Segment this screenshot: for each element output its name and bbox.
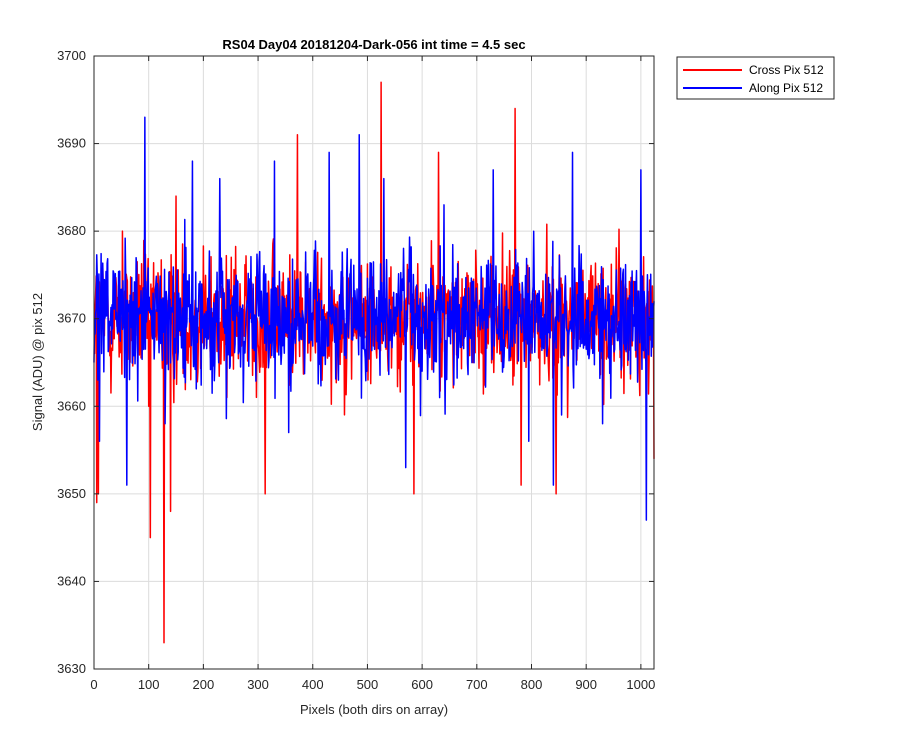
- plot-frame: [93, 55, 655, 670]
- y-tick-label: 3700: [57, 48, 86, 63]
- y-tick-label: 3670: [57, 311, 86, 326]
- x-tick-label: 1000: [626, 677, 655, 692]
- legend-box: [676, 56, 835, 100]
- y-tick-label: 3640: [57, 573, 86, 588]
- y-axis-label: Signal (ADU) @ pix 512: [30, 293, 45, 431]
- x-tick-label: 0: [90, 677, 97, 692]
- x-tick-label: 300: [247, 677, 269, 692]
- y-tick-label: 3690: [57, 136, 86, 151]
- x-tick-label: 600: [411, 677, 433, 692]
- legend-label-along: Along Pix 512: [749, 81, 823, 95]
- y-tick-label: 3650: [57, 486, 86, 501]
- x-tick-label: 100: [138, 677, 160, 692]
- series-line-along-pix-512: [93, 116, 655, 521]
- x-axis-label: Pixels (both dirs on array): [300, 702, 448, 717]
- y-tick-label: 3630: [57, 661, 86, 676]
- x-tick-label: 900: [575, 677, 597, 692]
- legend-label-cross: Cross Pix 512: [749, 63, 824, 77]
- legend: Cross Pix 512 Along Pix 512: [676, 56, 835, 100]
- plot-area: [94, 56, 654, 669]
- ticks: 0 100 200 300 400 500 600 700 800 900 1000 3630 3640…: [57, 48, 655, 692]
- x-tick-label: 800: [521, 677, 543, 692]
- chart-title: RS04 Day04 20181204-Dark-056 int time = …: [222, 37, 525, 52]
- series-layer: [93, 81, 655, 644]
- x-tick-label: 500: [357, 677, 379, 692]
- y-tick-label: 3660: [57, 398, 86, 413]
- x-tick-label: 700: [466, 677, 488, 692]
- x-tick-label: 400: [302, 677, 324, 692]
- y-tick-label: 3680: [57, 223, 86, 238]
- x-tick-label: 200: [193, 677, 215, 692]
